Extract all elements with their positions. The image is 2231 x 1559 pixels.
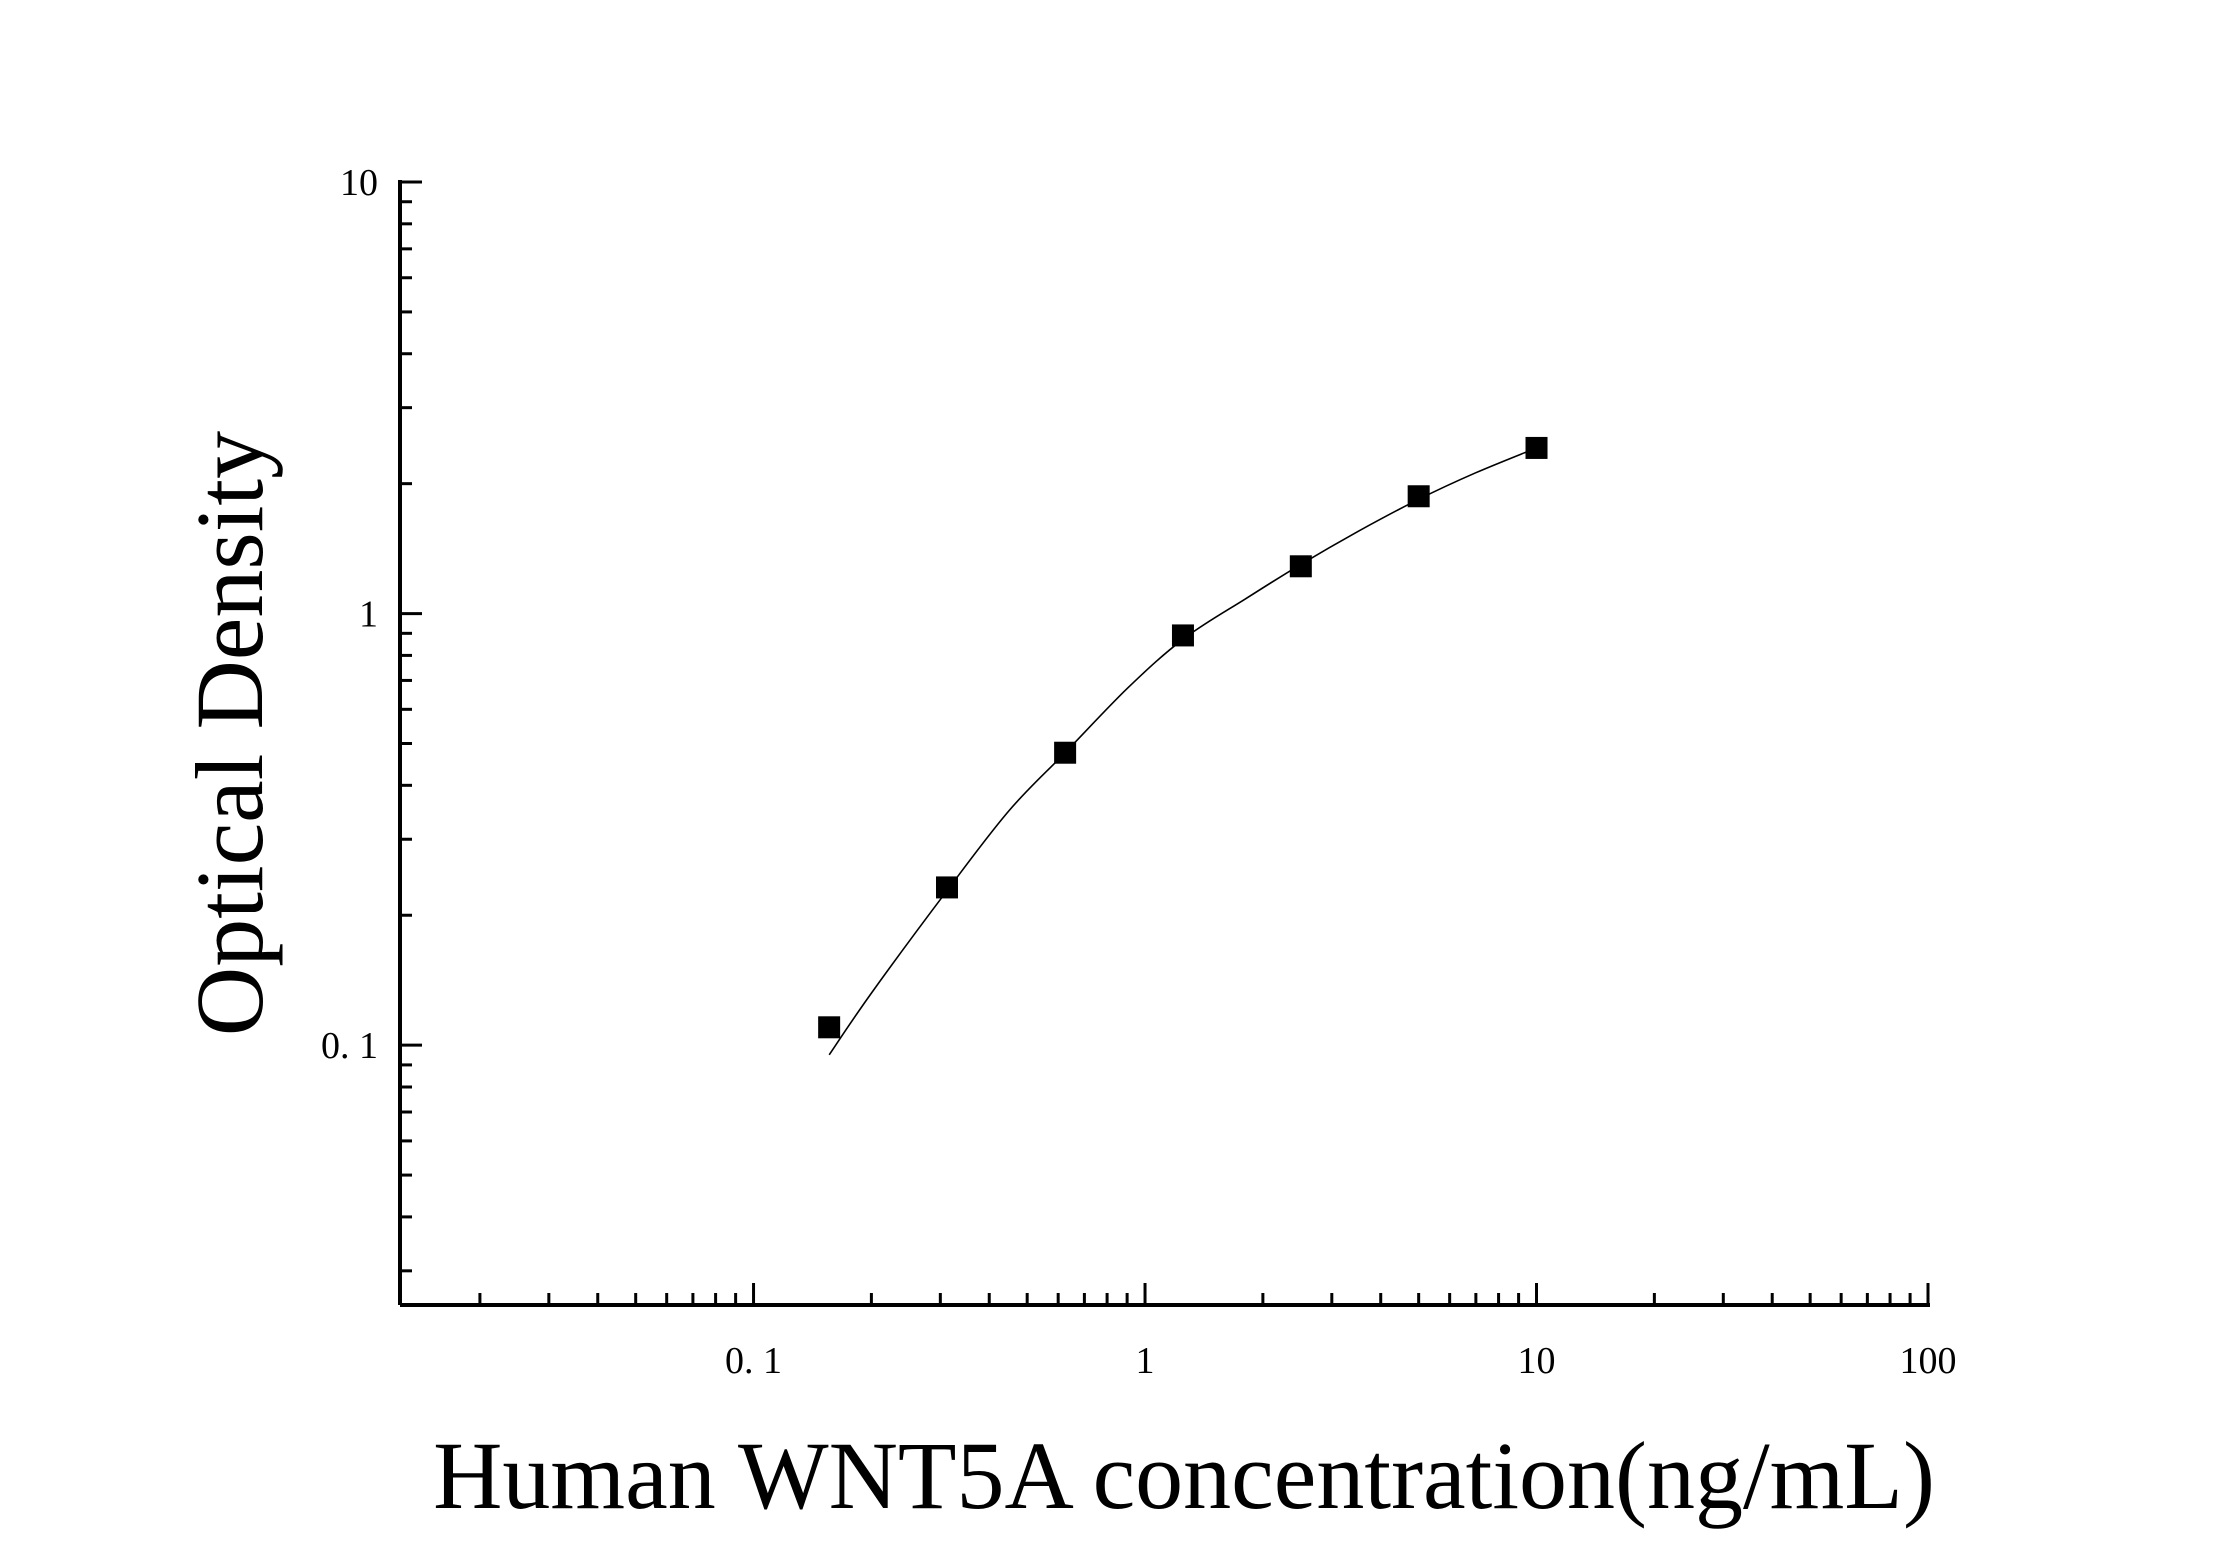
fit-curve [828,447,1537,1056]
x-tick-labels: 0. 1 1 10 100 [725,1340,1956,1382]
data-point [1289,555,1312,578]
y-tick-labels: 0. 1 1 10 [321,162,378,1067]
x-tick-label: 1 [1136,1340,1155,1382]
x-tick-label: 0. 1 [725,1340,782,1382]
x-tick-label: 100 [1900,1340,1957,1382]
data-point [1054,741,1077,764]
data-point [1525,436,1548,459]
data-points [818,436,1548,1039]
y-tick-label: 0. 1 [321,1025,378,1067]
y-axis-title: Optical Density [176,431,283,1036]
data-point [935,876,958,899]
x-axis-title: Human WNT5A concentration(ng/mL) [433,1422,1935,1529]
y-tick-label: 10 [340,162,378,204]
data-point [818,1016,841,1039]
data-point [1171,624,1194,647]
data-point [1407,485,1430,508]
y-tick-label: 1 [359,594,378,636]
x-major-ticks [752,1283,1930,1305]
y-major-ticks [400,180,422,1047]
x-tick-label: 10 [1518,1340,1556,1382]
